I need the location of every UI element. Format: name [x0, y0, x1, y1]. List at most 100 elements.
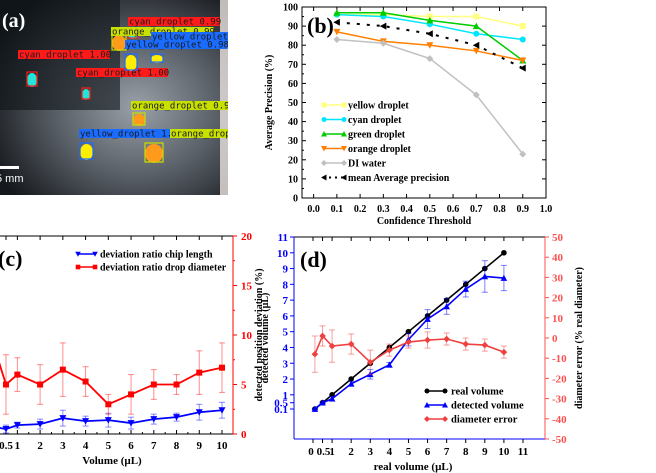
data-point — [59, 366, 66, 373]
legend-label: real volume — [451, 387, 504, 398]
y-axis-label: Average Precision (%) — [264, 55, 275, 151]
x-tick-label: 3 — [60, 440, 66, 452]
data-point — [319, 399, 326, 406]
legend-marker — [424, 388, 430, 394]
plot-frame — [301, 6, 547, 199]
legend-marker — [92, 264, 98, 270]
y-tick-label: -50 — [552, 434, 567, 446]
x-tick-label: 6 — [128, 440, 134, 452]
y-tick-label: 5 — [241, 380, 247, 392]
x-tick-label: 11 — [518, 446, 528, 458]
x-tick-label: 4 — [83, 440, 89, 452]
legend-marker — [341, 174, 347, 181]
data-point — [348, 376, 354, 382]
x-tick-label: 0.2 — [354, 204, 367, 215]
y-axis-label-right: diameter error (% real diameter) — [574, 267, 585, 409]
y-tick-label: 0 — [552, 333, 558, 345]
series-deviation-ratio-chip-length — [0, 401, 226, 434]
data-point — [426, 55, 434, 63]
detection-label: cyan_droplet 0.99 — [129, 18, 221, 28]
x-axis-label: real volume (µL) — [374, 461, 453, 473]
legend-label: deviation ratio chip length — [100, 250, 213, 261]
legend-marker — [321, 160, 327, 166]
data-point — [519, 36, 526, 43]
x-tick-label: 8 — [174, 440, 180, 452]
y-tick-label: 9 — [283, 264, 289, 276]
x-tick-label: 0.4 — [400, 204, 413, 215]
legend: deviation ratio chip length deviation rat… — [75, 250, 227, 274]
data-point — [405, 338, 412, 346]
y-tick-label: 5 — [283, 327, 289, 339]
y-tick-label: 0.5 — [274, 398, 288, 410]
data-point — [426, 13, 433, 20]
data-point — [347, 340, 355, 348]
scale-bar-label: 5 mm — [0, 173, 24, 185]
data-point — [481, 341, 489, 349]
x-tick-label: 9 — [482, 446, 488, 458]
data-point — [333, 35, 341, 43]
panel-label: (d) — [300, 247, 327, 272]
x-tick-label: 2 — [348, 446, 354, 458]
data-point — [472, 22, 480, 30]
y-tick-label: 60 — [288, 79, 298, 90]
x-tick-label: 0.5 — [424, 204, 437, 215]
droplet — [112, 35, 126, 51]
data-point — [82, 378, 89, 385]
y-tick-label: -20 — [552, 373, 567, 385]
panel-label: (c) — [0, 246, 22, 271]
legend-label: mean Average precision — [348, 173, 450, 184]
y-tick-label: 80 — [288, 41, 298, 52]
data-point — [501, 249, 507, 256]
legend-marker — [321, 146, 327, 152]
y-tick-label: 2 — [283, 374, 289, 386]
x-tick-label: 0.1 — [331, 204, 344, 215]
droplet — [125, 55, 137, 71]
detection-box — [26, 71, 38, 87]
scale-bar — [0, 166, 19, 169]
series-detected-volume — [311, 260, 508, 412]
x-tick-label: 0.5 — [317, 446, 331, 458]
detection-label-bg — [131, 101, 228, 110]
detection-boxes: cyan_droplet 1.00 cyan_droplet 1.00 cyan_d… — [18, 17, 228, 163]
data-point — [366, 358, 374, 366]
x-tick-label: 1.0 — [540, 204, 553, 215]
data-point — [218, 407, 226, 414]
y-tick-label: 50 — [552, 232, 564, 244]
x-tick-label: 7 — [444, 446, 450, 458]
data-point — [311, 350, 319, 358]
x-tick-label: 5 — [106, 440, 112, 452]
panel-label: (b) — [307, 13, 334, 38]
data-point — [128, 391, 135, 398]
x-tick-label: 0.0 — [307, 204, 320, 215]
y-tick-label: 10 — [277, 248, 289, 260]
detection-label-bg — [79, 129, 182, 138]
y-tick-label: 11 — [278, 232, 288, 244]
x-tick-label: 0 — [308, 446, 314, 458]
legend-marker — [341, 131, 347, 137]
x-tick-label: 1 — [329, 446, 335, 458]
data-point — [105, 401, 112, 408]
data-point — [473, 13, 480, 20]
x-tick-label: 10 — [498, 446, 510, 458]
data-point — [104, 417, 112, 424]
data-point — [195, 409, 203, 416]
y-tick-label: -40 — [552, 414, 567, 426]
y-tick-label: 90 — [288, 22, 298, 33]
data-point — [424, 336, 431, 344]
legend-marker — [442, 416, 448, 422]
data-point — [333, 28, 341, 36]
x-tick-label: 10 — [217, 440, 229, 452]
legend-marker — [321, 102, 327, 108]
detection-box — [124, 53, 138, 71]
data-point — [519, 64, 526, 72]
detection-box — [79, 142, 94, 160]
x-tick-label: 0.9 — [517, 204, 530, 215]
x-tick-label: 6 — [425, 446, 431, 458]
legend-marker — [92, 251, 98, 257]
data-point — [333, 18, 340, 26]
y-axis-label-left: detected volume (µL) — [260, 293, 271, 384]
y-tick-label: 20 — [288, 155, 298, 166]
y-axis-label: detected position deviation (%) — [254, 268, 265, 401]
y-tick-label: 40 — [288, 117, 298, 128]
